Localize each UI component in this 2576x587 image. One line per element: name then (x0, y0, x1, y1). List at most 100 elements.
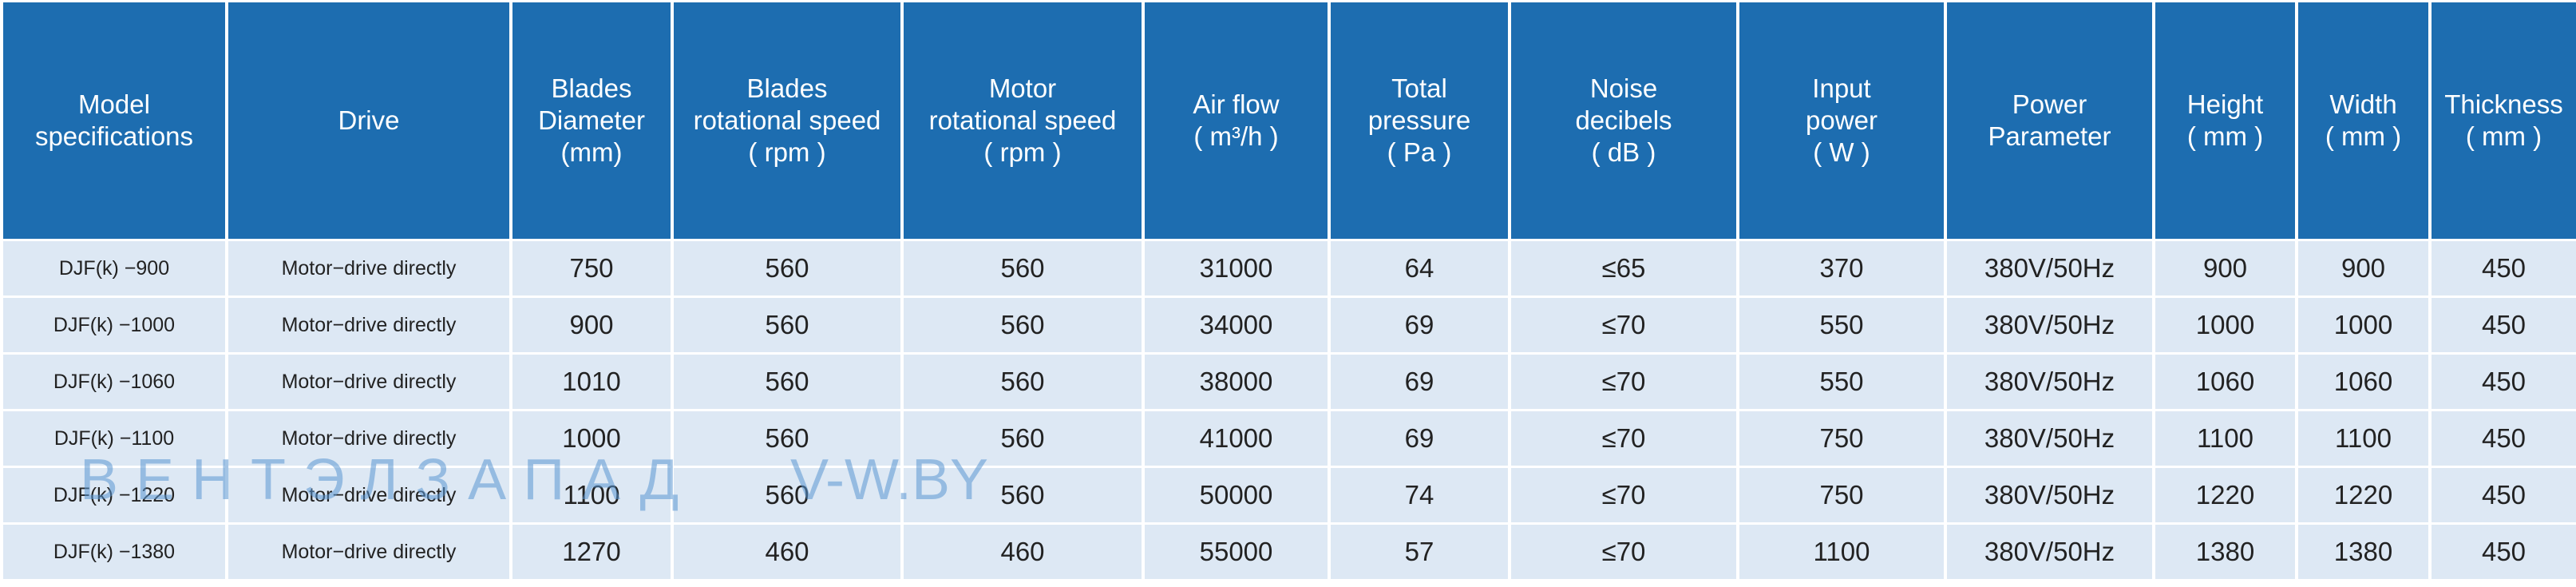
table-cell: DJF(k) −1380 (3, 525, 225, 579)
header-cell: Noise decibels ( dB ) (1511, 2, 1736, 239)
table-cell: 560 (674, 298, 900, 352)
table-cell: 750 (512, 241, 671, 295)
table-cell: 1270 (512, 525, 671, 579)
table-cell: 1220 (2298, 468, 2428, 522)
table-cell: ≤70 (1511, 411, 1736, 466)
table-cell: 560 (904, 355, 1142, 409)
table-cell: 31000 (1145, 241, 1328, 295)
header-cell: Input power ( W ) (1739, 2, 1944, 239)
table-cell: 370 (1739, 241, 1944, 295)
table-cell: 34000 (1145, 298, 1328, 352)
table-cell: 750 (1739, 468, 1944, 522)
table-cell: ≤70 (1511, 525, 1736, 579)
table-row: DJF(k) −1220 Motor−drive directly 1100 560 5… (3, 468, 2576, 522)
table-cell: DJF(k) −900 (3, 241, 225, 295)
table-cell: 450 (2432, 355, 2576, 409)
table-cell: 69 (1331, 411, 1508, 466)
table-cell: 450 (2432, 468, 2576, 522)
table-cell: 1100 (2155, 411, 2295, 466)
table-cell: 1000 (2298, 298, 2428, 352)
table-cell: 450 (2432, 298, 2576, 352)
table-row: DJF(k) −1100 Motor−drive directly 1000 560 5… (3, 411, 2576, 466)
table-cell: 50000 (1145, 468, 1328, 522)
table-cell: 380V/50Hz (1947, 525, 2152, 579)
table-cell: ≤70 (1511, 355, 1736, 409)
header-cell: Total pressure ( Pa ) (1331, 2, 1508, 239)
table-cell: 460 (904, 525, 1142, 579)
table-cell: 560 (674, 411, 900, 466)
watermark-brand: ВЕНТЭЛЗАПАД (80, 448, 697, 512)
table-cell: 1060 (2298, 355, 2428, 409)
table-cell: 380V/50Hz (1947, 355, 2152, 409)
table-cell: 900 (512, 298, 671, 352)
table-cell: 1100 (1739, 525, 1944, 579)
table-cell: 560 (904, 298, 1142, 352)
table-row: DJF(k) −1000 Motor−drive directly 900 560 56… (3, 298, 2576, 352)
table-cell: 55000 (1145, 525, 1328, 579)
table-cell: ≤70 (1511, 468, 1736, 522)
table-cell: 560 (674, 241, 900, 295)
table-cell: ≤70 (1511, 298, 1736, 352)
table-cell: 1220 (2155, 468, 2295, 522)
table-cell: 460 (674, 525, 900, 579)
table-cell: ≤65 (1511, 241, 1736, 295)
table-cell: 1010 (512, 355, 671, 409)
header-cell: Motor rotational speed ( rpm ) (904, 2, 1142, 239)
table-body: DJF(k) −900 Motor−drive directly 750 560 560… (3, 241, 2576, 579)
watermark-site: V-W.BY (790, 448, 989, 512)
table-cell: 1100 (2298, 411, 2428, 466)
table-cell: DJF(k) −1000 (3, 298, 225, 352)
header-cell: Width ( mm ) (2298, 2, 2428, 239)
table-cell: Motor−drive directly (228, 525, 509, 579)
table-cell: 69 (1331, 355, 1508, 409)
table-cell: 900 (2155, 241, 2295, 295)
table-cell: 41000 (1145, 411, 1328, 466)
table-cell: 57 (1331, 525, 1508, 579)
header-cell: Blades Diameter (mm) (512, 2, 671, 239)
header-row: Model specifications Drive Blades Diameter… (3, 2, 2576, 239)
table-row: DJF(k) −1060 Motor−drive directly 1010 560 5… (3, 355, 2576, 409)
table-cell: Motor−drive directly (228, 298, 509, 352)
table-row: DJF(k) −900 Motor−drive directly 750 560 560… (3, 241, 2576, 295)
table-cell: Motor−drive directly (228, 355, 509, 409)
table-cell: 380V/50Hz (1947, 411, 2152, 466)
table-cell: 900 (2298, 241, 2428, 295)
table-cell: 380V/50Hz (1947, 241, 2152, 295)
table-cell: 1000 (512, 411, 671, 466)
table-cell: 380V/50Hz (1947, 468, 2152, 522)
table-cell: 1000 (2155, 298, 2295, 352)
table-cell: 560 (904, 468, 1142, 522)
header-cell: Model specifications (3, 2, 225, 239)
table-cell: 560 (904, 411, 1142, 466)
table-cell: 1380 (2155, 525, 2295, 579)
table-cell: DJF(k) −1220 (3, 468, 225, 522)
header-cell: Blades rotational speed ( rpm ) (674, 2, 900, 239)
table-cell: 1100 (512, 468, 671, 522)
table-cell: 74 (1331, 468, 1508, 522)
table-cell: 1060 (2155, 355, 2295, 409)
table-cell: 69 (1331, 298, 1508, 352)
header-cell: Air flow ( m³/h ) (1145, 2, 1328, 239)
table-cell: 450 (2432, 411, 2576, 466)
table-cell: 64 (1331, 241, 1508, 295)
header-cell: Thickness ( mm ) (2432, 2, 2576, 239)
table-cell: 450 (2432, 525, 2576, 579)
table-cell: 560 (674, 355, 900, 409)
table-cell: Motor−drive directly (228, 411, 509, 466)
table-cell: DJF(k) −1060 (3, 355, 225, 409)
table-cell: 560 (904, 241, 1142, 295)
header-cell: Drive (228, 2, 509, 239)
table-cell: Motor−drive directly (228, 241, 509, 295)
table-cell: 380V/50Hz (1947, 298, 2152, 352)
table-cell: 550 (1739, 355, 1944, 409)
table-cell: 550 (1739, 298, 1944, 352)
header-cell: Power Parameter (1947, 2, 2152, 239)
table-cell: 560 (674, 468, 900, 522)
table-cell: 450 (2432, 241, 2576, 295)
table-row: DJF(k) −1380 Motor−drive directly 1270 460 4… (3, 525, 2576, 579)
table-cell: DJF(k) −1100 (3, 411, 225, 466)
table-cell: 750 (1739, 411, 1944, 466)
table-cell: 1380 (2298, 525, 2428, 579)
